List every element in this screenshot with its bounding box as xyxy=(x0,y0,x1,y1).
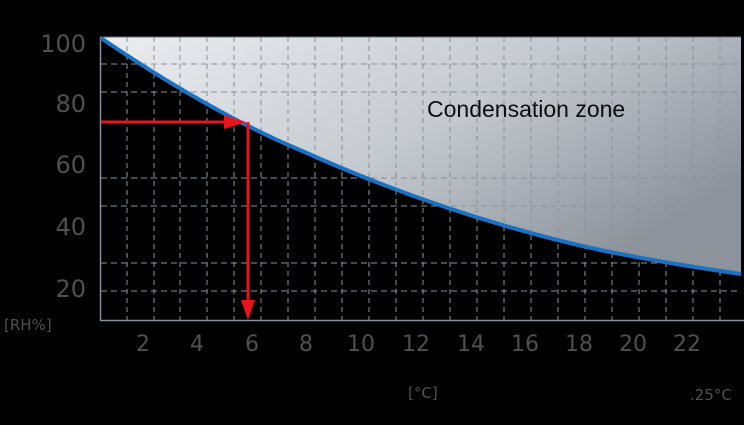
x-tick: 18 xyxy=(565,332,593,357)
x-tick: 10 xyxy=(347,332,375,357)
x-tick: 14 xyxy=(457,332,485,357)
condensation-zone-label: Condensation zone xyxy=(427,96,626,122)
x-tick: 20 xyxy=(619,332,647,357)
x-tick: 8 xyxy=(299,332,313,357)
dew-point-curve xyxy=(99,36,742,276)
x-tick: 2 xyxy=(136,332,150,357)
x-tick: 4 xyxy=(190,332,204,357)
grid-vertical xyxy=(126,37,721,320)
x-axis-unit: [°C] xyxy=(408,384,438,402)
y-tick: 60 xyxy=(55,151,86,179)
x-axis-end-label: .25°C xyxy=(690,386,732,404)
y-tick: 80 xyxy=(55,90,86,118)
x-tick: 12 xyxy=(402,332,430,357)
reading-arrows xyxy=(101,115,255,320)
x-tick: 22 xyxy=(673,332,701,357)
y-axis-unit: [RH%] xyxy=(4,316,52,334)
x-tick: 6 xyxy=(245,332,259,357)
y-tick: 40 xyxy=(55,213,86,241)
x-tick: 16 xyxy=(511,332,539,357)
y-tick: 100 xyxy=(40,30,86,58)
grid-horizontal xyxy=(101,63,741,292)
condensation-zone-area xyxy=(101,37,741,274)
y-tick: 20 xyxy=(55,275,86,303)
